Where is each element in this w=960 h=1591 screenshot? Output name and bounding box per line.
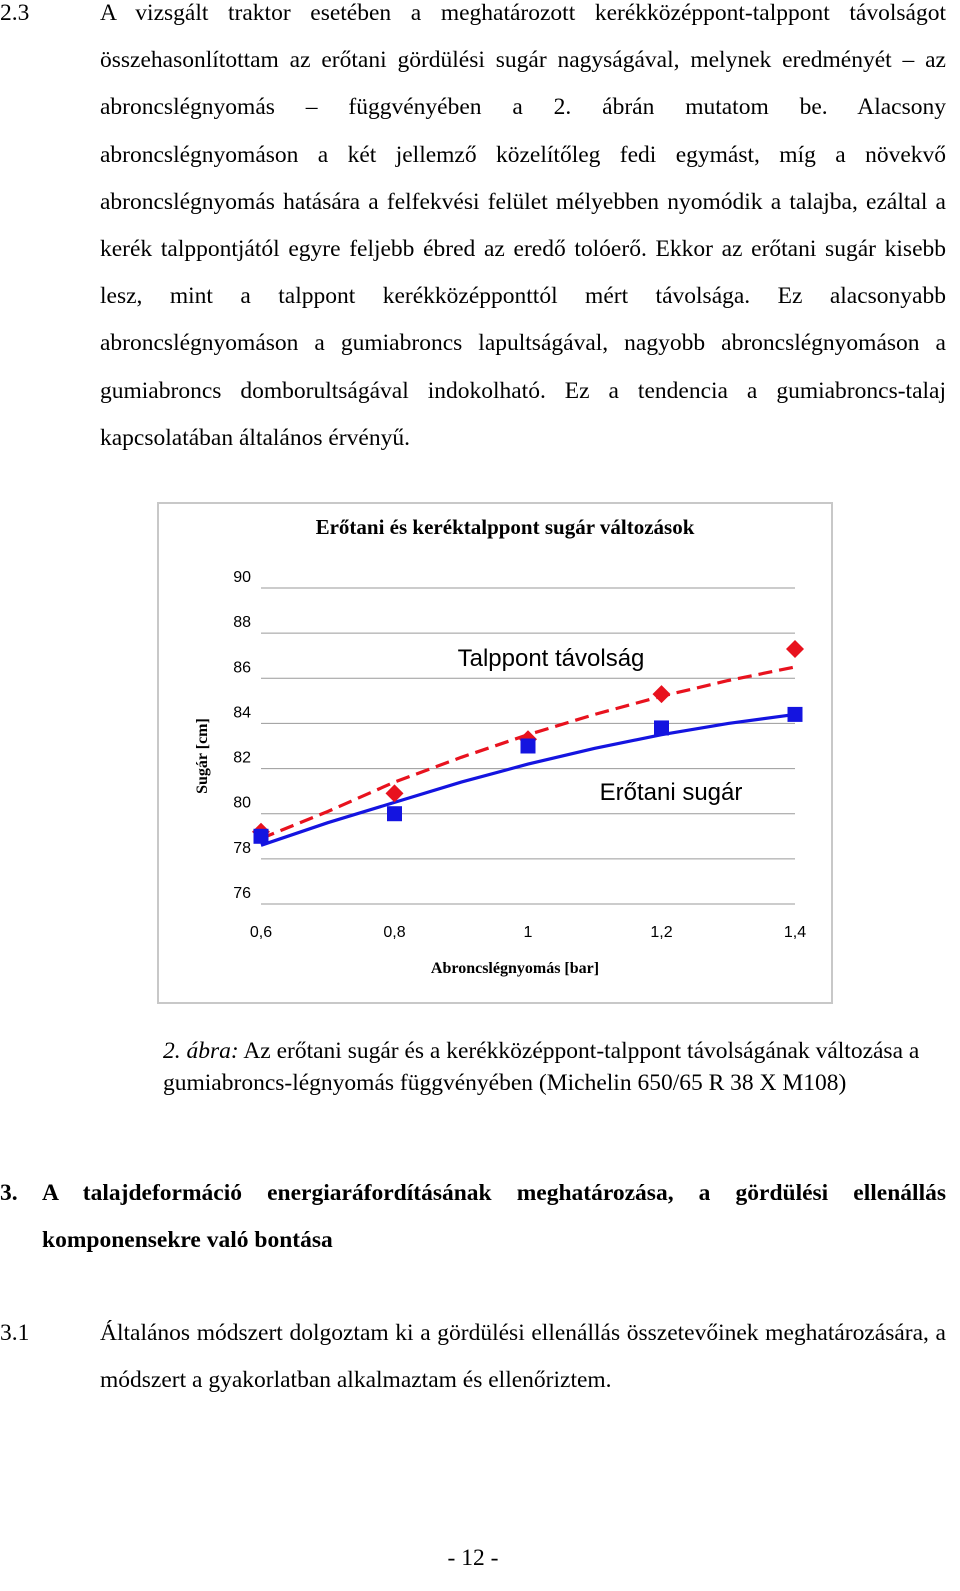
y-tick-label: 88	[233, 614, 251, 631]
y-tick-label: 84	[233, 704, 251, 721]
data-point-square	[787, 706, 803, 722]
chart-title: Erőtani és keréktalppont sugár változáso…	[316, 515, 695, 539]
annotation-erotani: Erőtani sugár	[600, 779, 743, 806]
figure-chart: Erőtani és keréktalppont sugár változáso…	[157, 502, 833, 1004]
y-tick-label: 80	[233, 795, 251, 812]
section-number: 3.	[0, 1180, 18, 1206]
y-axis-label: Sugár [cm]	[194, 718, 211, 794]
section-number: 2.3	[0, 0, 30, 26]
y-tick-label: 86	[233, 659, 251, 676]
data-point-square	[520, 738, 536, 754]
trend-line-erotani	[260, 712, 796, 847]
y-tick-label: 78	[233, 840, 251, 857]
data-point-diamond	[652, 685, 671, 704]
data-markers	[252, 639, 804, 844]
trend-lines	[260, 665, 796, 847]
y-tick-labels: 90 88 86 84 82 80 78 76	[233, 569, 251, 902]
paragraph-text: A vizsgált traktor esetében a meghatároz…	[100, 0, 946, 451]
x-tick-labels: 0,6 0,8 1 1,2 1,4	[250, 924, 806, 941]
x-axis-label: Abroncslégnyomás [bar]	[431, 960, 599, 977]
data-point-diamond	[385, 784, 404, 803]
annotation-talppont: Talppont távolság	[458, 645, 645, 672]
paragraph-text: Általános módszert dolgoztam ki a gördül…	[100, 1320, 946, 1394]
x-tick-label: 1,4	[784, 924, 806, 941]
y-tick-label: 90	[233, 569, 251, 586]
page-number: - 12 -	[447, 1545, 499, 1571]
x-tick-label: 1,2	[650, 924, 672, 941]
data-point-square	[654, 720, 669, 736]
paragraph-2-3: 2.3 A vizsgált traktor esetében a meghat…	[0, 0, 960, 490]
data-point-square	[253, 828, 269, 844]
section-title: A talajdeformáció energiaráfordításának …	[42, 1180, 946, 1254]
caption-lead: 2. ábra:	[163, 1038, 239, 1064]
figure-caption: 2. ábra: Az erőtani sugár és a kerékközé…	[163, 1036, 949, 1099]
x-tick-label: 1	[524, 924, 533, 941]
paragraph-3-1: 3.1 Általános módszert dolgoztam ki a gö…	[0, 1310, 960, 1420]
y-tick-label: 82	[233, 750, 251, 767]
y-tick-label: 76	[233, 885, 251, 902]
gridlines	[261, 587, 795, 905]
caption-text: Az erőtani sugár és a kerékközéppont-tal…	[163, 1038, 920, 1096]
x-tick-label: 0,8	[383, 924, 405, 941]
data-point-square	[387, 806, 402, 822]
x-tick-label: 0,6	[250, 924, 272, 941]
section-number: 3.1	[0, 1320, 30, 1346]
chart-svg: Erőtani és keréktalppont sugár változáso…	[194, 515, 806, 977]
data-point-diamond	[786, 639, 804, 658]
